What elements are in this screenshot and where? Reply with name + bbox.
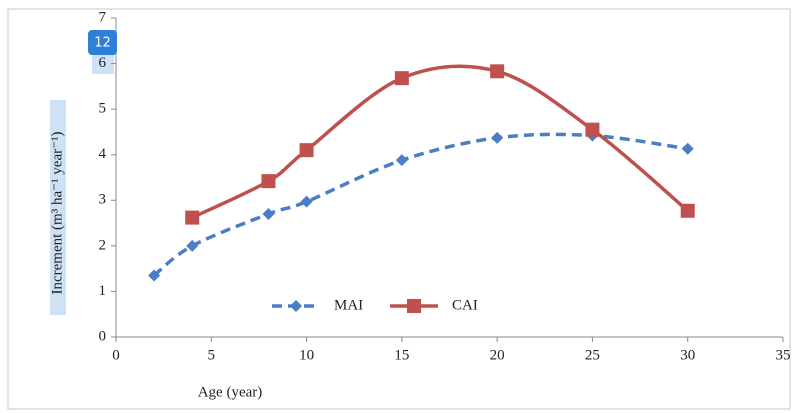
y-tick-label: 6 — [99, 55, 107, 71]
marker — [148, 269, 161, 282]
legend-label: CAI — [452, 297, 478, 313]
x-tick-label: 25 — [585, 347, 600, 363]
marker — [490, 64, 505, 79]
x-tick-label: 10 — [299, 347, 314, 363]
x-tick-label: 30 — [680, 347, 695, 363]
x-tick-label: 20 — [490, 347, 505, 363]
x-tick-label: 0 — [112, 347, 120, 363]
marker — [681, 142, 694, 155]
y-tick-label: 0 — [99, 328, 107, 344]
y-tick-label: 7 — [99, 9, 107, 25]
marker — [299, 143, 314, 158]
marker — [394, 71, 409, 86]
marker — [585, 122, 600, 137]
y-tick-label: 3 — [99, 192, 107, 208]
marker — [261, 174, 276, 189]
y-tick-label: 1 — [99, 283, 107, 299]
marker — [395, 154, 408, 167]
marker — [262, 207, 275, 220]
marker — [290, 300, 302, 312]
label-highlight — [50, 100, 66, 315]
marker — [186, 239, 199, 252]
badge-label: 12 — [94, 36, 111, 51]
marker — [491, 131, 504, 144]
x-axis-label: Age (year) — [198, 384, 263, 400]
marker — [680, 203, 695, 218]
y-tick-label: 4 — [99, 146, 107, 162]
marker — [300, 195, 313, 208]
legend-label: MAI — [334, 297, 363, 313]
marker — [185, 210, 200, 225]
x-tick-label: 15 — [394, 347, 409, 363]
x-tick-label: 5 — [208, 347, 216, 363]
badge — [88, 30, 117, 55]
y-axis-label: Increment (m³ ha⁻¹ year⁻¹) — [49, 131, 65, 294]
series-line — [191, 64, 689, 220]
series-line — [153, 132, 688, 277]
marker — [407, 299, 421, 313]
y-tick-label: 2 — [99, 237, 107, 253]
y-tick-label: 5 — [99, 101, 107, 117]
x-tick-label: 35 — [776, 347, 791, 363]
chart-frame — [7, 8, 791, 410]
